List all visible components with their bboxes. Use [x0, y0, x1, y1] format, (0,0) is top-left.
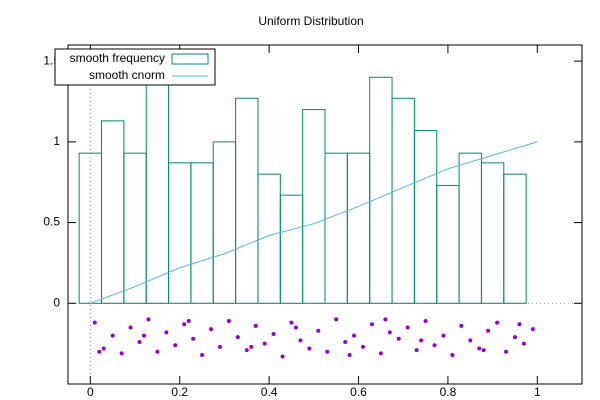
y-tick-label: 0.5 — [43, 215, 60, 229]
point — [271, 331, 276, 336]
y-tick-label: 1 — [53, 134, 60, 148]
point — [119, 351, 124, 356]
point — [450, 352, 455, 357]
legend-swatch — [171, 53, 209, 65]
point — [387, 330, 392, 335]
x-tick-label: 0 — [87, 385, 94, 399]
point — [396, 336, 401, 341]
point — [512, 335, 517, 340]
point — [249, 344, 254, 349]
point — [191, 336, 196, 341]
x-tick-label: 0.4 — [261, 385, 278, 399]
point — [298, 338, 303, 343]
point — [307, 346, 312, 351]
point — [226, 319, 231, 324]
x-tick-label: 1 — [534, 385, 541, 399]
point — [325, 349, 330, 354]
x-tick-label: 0.2 — [171, 385, 188, 399]
point — [504, 349, 509, 354]
point — [262, 341, 267, 346]
point — [495, 320, 500, 325]
point — [128, 325, 133, 330]
point — [110, 333, 115, 338]
point — [419, 338, 424, 343]
point — [164, 330, 169, 335]
point — [253, 323, 258, 328]
point — [414, 348, 419, 353]
y-tick-label: 0 — [53, 295, 60, 309]
point — [280, 354, 285, 359]
point — [334, 317, 339, 322]
point — [200, 352, 205, 357]
point — [423, 319, 428, 324]
point — [477, 346, 482, 351]
point — [441, 333, 446, 338]
legend-label: smooth cnorm — [89, 68, 165, 82]
chart-title: Uniform Distribution — [258, 14, 363, 28]
point — [92, 320, 97, 325]
point — [517, 322, 522, 327]
point — [432, 343, 437, 348]
point — [186, 319, 191, 324]
plot-border — [67, 44, 583, 385]
line — [90, 141, 538, 304]
x-tick-label: 0.6 — [350, 385, 367, 399]
point — [182, 322, 187, 327]
legend-box — [54, 48, 216, 86]
point — [146, 317, 151, 322]
point — [352, 333, 357, 338]
point — [459, 323, 464, 328]
point — [360, 344, 365, 349]
point — [468, 338, 473, 343]
point — [383, 317, 388, 322]
bar — [503, 173, 527, 304]
point — [97, 349, 102, 354]
point — [293, 325, 298, 330]
point — [173, 343, 178, 348]
point — [378, 351, 383, 356]
point — [137, 340, 142, 345]
point — [521, 341, 526, 346]
point — [369, 322, 374, 327]
point — [405, 325, 410, 330]
point — [155, 349, 160, 354]
x-tick-label: 0.8 — [440, 385, 457, 399]
point — [347, 352, 352, 357]
point — [141, 333, 146, 338]
point — [101, 346, 106, 351]
point — [235, 335, 240, 340]
point — [209, 327, 214, 332]
point — [481, 348, 486, 353]
point — [244, 348, 249, 353]
point — [289, 320, 294, 325]
point — [217, 344, 222, 349]
point — [343, 340, 348, 345]
point — [316, 328, 321, 333]
point — [486, 328, 491, 333]
point — [530, 327, 535, 332]
legend-label: smooth frequency — [70, 51, 165, 65]
